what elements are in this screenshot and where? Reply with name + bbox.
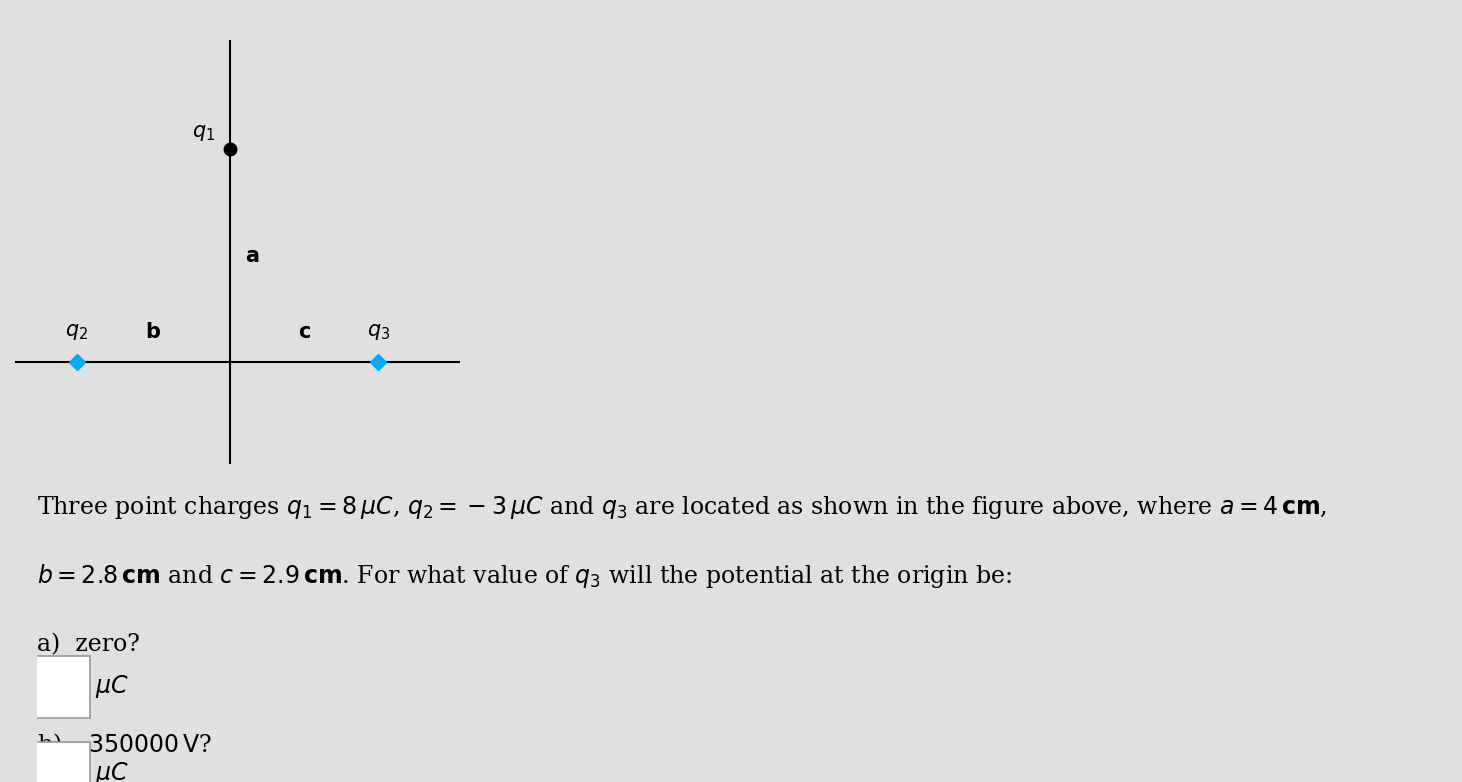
Text: $\mu C$: $\mu C$ (95, 673, 129, 701)
Text: b: b (146, 322, 161, 343)
Text: a: a (246, 246, 260, 266)
FancyBboxPatch shape (31, 742, 91, 782)
Text: $b = 2.8\,\mathbf{cm}$ and $c = 2.9\,\mathbf{cm}$. For what value of $q_3$ will : $b = 2.8\,\mathbf{cm}$ and $c = 2.9\,\ma… (37, 562, 1012, 590)
Text: $q_1$: $q_1$ (193, 124, 215, 143)
Text: a)  zero?: a) zero? (37, 633, 139, 656)
Text: $\mu C$: $\mu C$ (95, 759, 129, 782)
Text: c: c (298, 322, 310, 343)
Text: b) $-350000\,\mathrm{V}$?: b) $-350000\,\mathrm{V}$? (37, 731, 212, 758)
Text: Three point charges $q_1 = 8\,\mu C$, $q_2 = -3\,\mu C$ and $q_3$ are located as: Three point charges $q_1 = 8\,\mu C$, $q… (37, 493, 1327, 521)
FancyBboxPatch shape (31, 655, 91, 718)
Text: $q_2$: $q_2$ (66, 322, 88, 343)
Text: $q_3$: $q_3$ (367, 322, 390, 343)
